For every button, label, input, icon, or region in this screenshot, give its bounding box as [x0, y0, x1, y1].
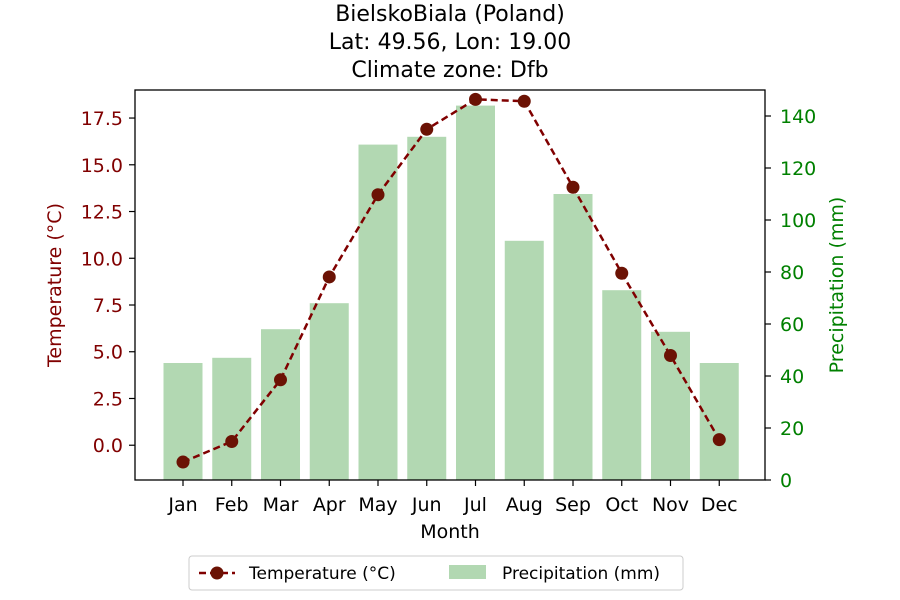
month-tick-label: Sep [555, 494, 591, 516]
month-tick-label: Jun [411, 494, 442, 516]
temperature-point-nov [664, 348, 677, 362]
precipitation-tick-label: 120 [780, 158, 816, 180]
temperature-tick-label: 12.5 [81, 202, 123, 224]
x-axis-title: Month [420, 521, 480, 543]
precipitation-bar-mar [261, 329, 300, 480]
month-tick-label: Mar [263, 494, 299, 516]
precipitation-tick-label: 140 [780, 106, 816, 128]
precipitation-axis: 0 20 40 60 80 100 120 140 [765, 106, 816, 492]
precipitation-tick-label: 40 [780, 366, 804, 388]
temperature-line [182, 98, 721, 464]
precipitation-bar-dec [699, 363, 739, 480]
precipitation-bar-feb [212, 357, 252, 480]
month-tick-label: Apr [313, 494, 346, 516]
temperature-axis: 0.0 2.5 5.0 7.5 10.0 12.5 15.0 17.5 [81, 108, 135, 457]
temperature-tick-label: 5.0 [93, 342, 123, 364]
temperature-point-oct [615, 266, 629, 280]
precipitation-tick-label: 80 [780, 262, 804, 284]
precipitation-bar-sep [553, 194, 593, 480]
temperature-point-apr [322, 270, 336, 284]
precipitation-tick-label: 0 [780, 470, 792, 492]
month-tick-label: Jan [167, 494, 197, 516]
month-tick-label: Feb [215, 494, 249, 516]
temperature-point-mar [274, 373, 287, 387]
temperature-tick-label: 0.0 [93, 435, 123, 457]
temperature-tick-label: 15.0 [81, 155, 123, 177]
legend-box [188, 555, 684, 591]
month-tick-label: Jul [463, 494, 487, 516]
chart-title: BielskoBiala (Poland) Lat: 49.56, Lon: 1… [329, 2, 571, 83]
precipitation-tick-label: 100 [780, 210, 816, 232]
month-tick-label: Oct [605, 494, 638, 516]
precipitation-bar-apr [309, 303, 349, 480]
legend-temperature-marker [210, 566, 224, 580]
temperature-point-sep [566, 180, 580, 194]
month-tick-label: Nov [652, 494, 689, 516]
temperature-tick-label: 2.5 [93, 388, 123, 410]
temperature-point-aug [517, 94, 531, 108]
legend: Temperature (°C) Precipitation (mm) [188, 555, 684, 591]
title-line-1: BielskoBiala (Poland) [335, 2, 565, 27]
precipitation-bars [163, 105, 739, 481]
temperature-series [176, 92, 726, 469]
title-line-2: Lat: 49.56, Lon: 19.00 [329, 30, 571, 55]
temperature-point-jul [469, 92, 482, 106]
precipitation-bar-jul [456, 105, 495, 480]
legend-temperature-label: Temperature (°C) [248, 564, 396, 584]
left-axis-title: Temperature (°C) [44, 203, 66, 368]
right-axis-title: Precipitation (mm) [826, 197, 848, 374]
title-line-3: Climate zone: Dfb [351, 58, 548, 83]
temperature-point-jun [420, 122, 434, 136]
precipitation-tick-label: 60 [780, 314, 804, 336]
precipitation-tick-label: 20 [780, 418, 804, 440]
month-tick-label: Aug [506, 494, 543, 516]
temperature-tick-label: 7.5 [93, 295, 123, 317]
temperature-point-may [371, 188, 385, 202]
precipitation-bar-oct [602, 290, 642, 480]
legend-precipitation-swatch [449, 565, 486, 579]
temperature-tick-label: 17.5 [81, 108, 123, 130]
temperature-point-jan [176, 455, 190, 469]
plot-frame [134, 89, 766, 481]
precipitation-bar-jun [407, 136, 447, 481]
temperature-point-dec [712, 433, 726, 447]
precipitation-bar-aug [504, 240, 544, 480]
month-tick-label: Dec [701, 494, 738, 516]
month-axis: Jan Feb Mar Apr May Jun Jul Aug Sep Oct Nov Dec [167, 480, 738, 516]
legend-precipitation-label: Precipitation (mm) [502, 564, 660, 584]
temperature-tick-label: 10.0 [81, 248, 123, 270]
temperature-point-feb [225, 434, 239, 448]
month-tick-label: May [358, 494, 397, 516]
